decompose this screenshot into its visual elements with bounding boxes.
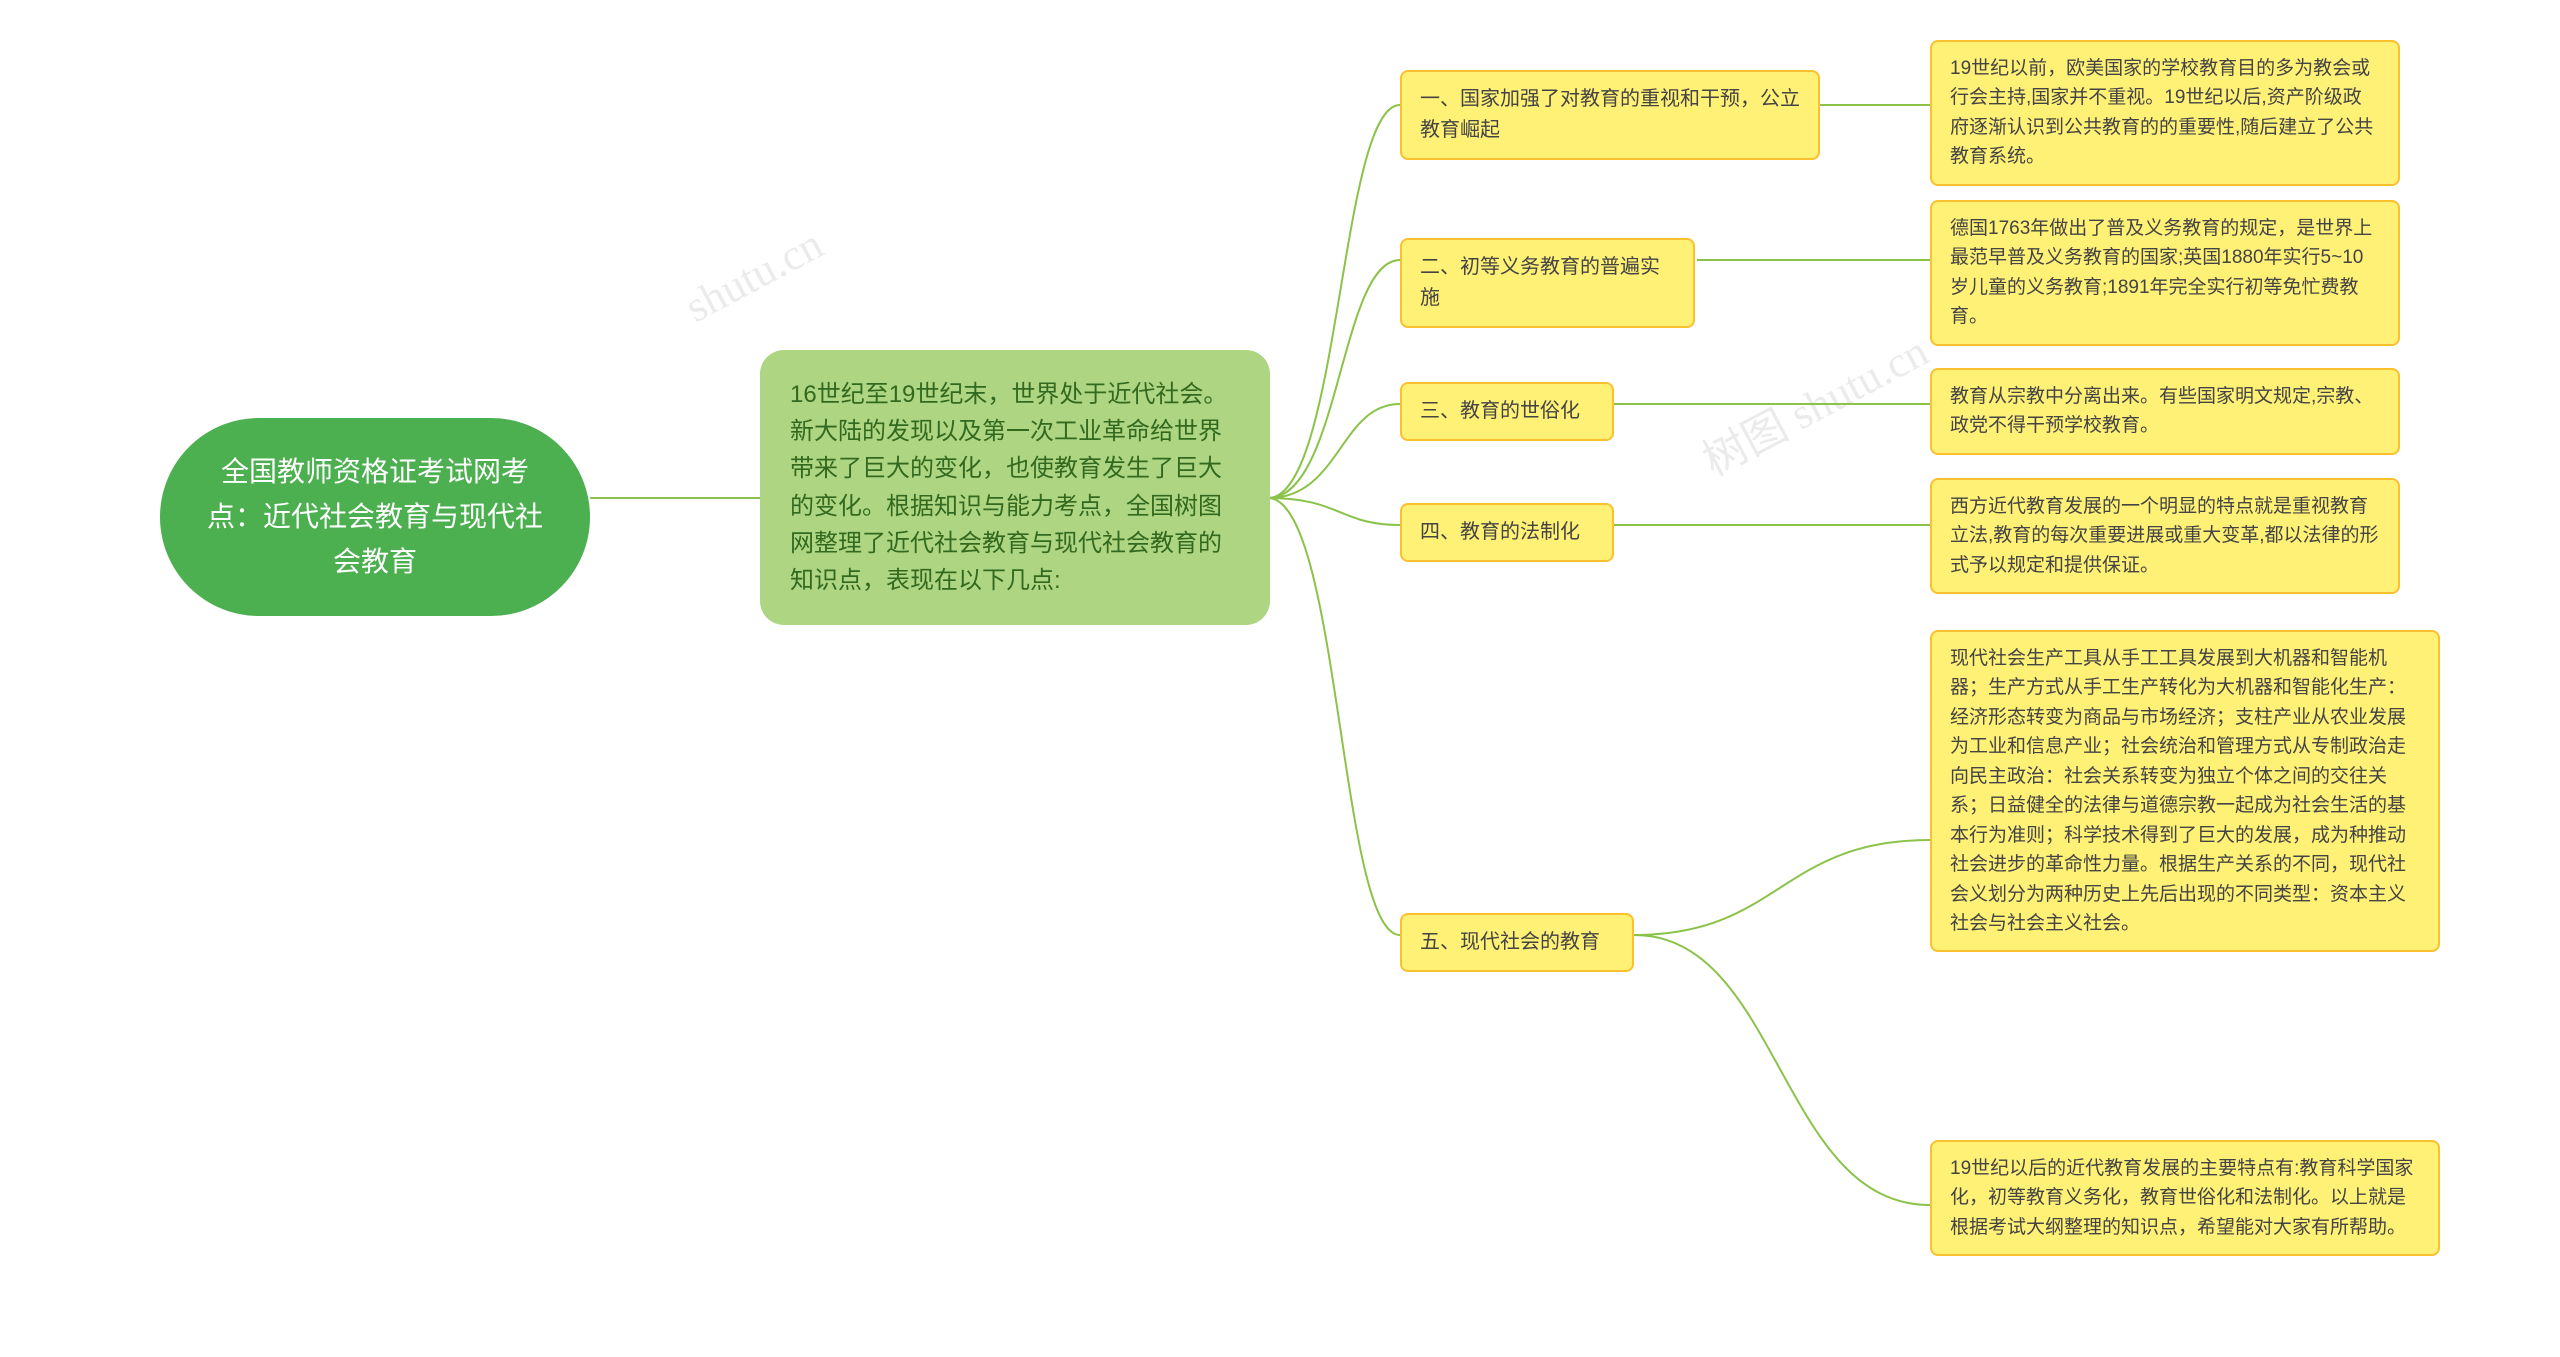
branch-detail-5-1: 现代社会生产工具从手工工具发展到大机器和智能机器；生产方式从手工生产转化为大机器… (1930, 630, 2440, 952)
branch-node-2: 二、初等义务教育的普遍实施 (1400, 238, 1695, 328)
branch-detail-1-1: 19世纪以前，欧美国家的学校教育目的多为教会或行会主持,国家并不重视。19世纪以… (1930, 40, 2400, 186)
watermark: shutu.cn (677, 218, 832, 332)
branch-node-5: 五、现代社会的教育 (1400, 913, 1634, 972)
branch-node-4: 四、教育的法制化 (1400, 503, 1614, 562)
root-node: 全国教师资格证考试网考点：近代社会教育与现代社会教育 (160, 418, 590, 616)
branch-detail-5-2: 19世纪以后的近代教育发展的主要特点有:教育科学国家化，初等教育义务化，教育世俗… (1930, 1140, 2440, 1256)
branch-detail-2-1: 德国1763年做出了普及义务教育的规定，是世界上最范早普及义务教育的国家;英国1… (1930, 200, 2400, 346)
level1-node: 16世纪至19世纪末，世界处于近代社会。新大陆的发现以及第一次工业革命给世界带来… (760, 350, 1270, 625)
branch-node-3: 三、教育的世俗化 (1400, 382, 1614, 441)
branch-detail-3-1: 教育从宗教中分离出来。有些国家明文规定,宗教、政党不得干预学校教育。 (1930, 368, 2400, 455)
branch-detail-4-1: 西方近代教育发展的一个明显的特点就是重视教育立法,教育的每次重要进展或重大变革,… (1930, 478, 2400, 594)
watermark: 树图 shutu.cn (1689, 316, 1937, 488)
mindmap-canvas: shutu.cn 树图 shutu.cn 全国教师资格证考试网考点：近代社会教育… (0, 0, 2560, 1357)
branch-node-1: 一、国家加强了对教育的重视和干预，公立教育崛起 (1400, 70, 1820, 160)
